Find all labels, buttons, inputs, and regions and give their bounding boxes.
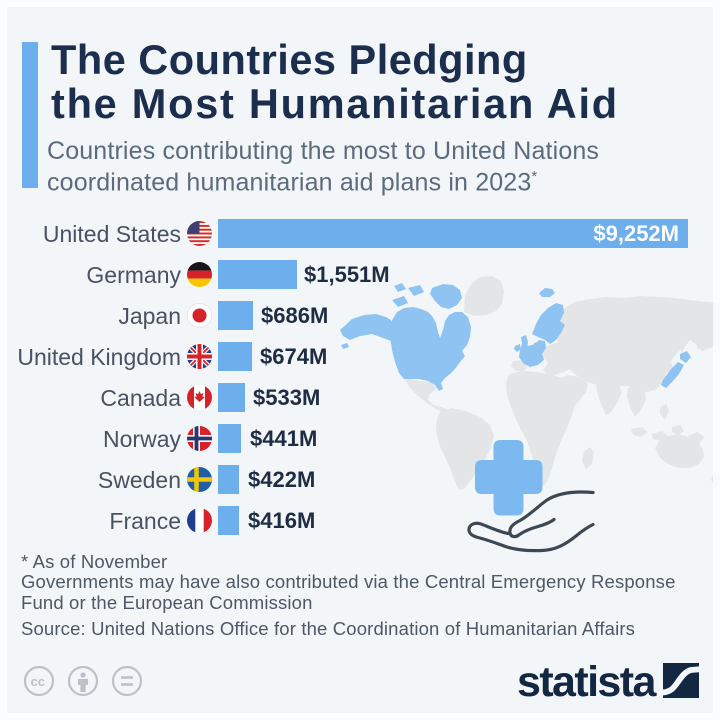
svg-text:cc: cc xyxy=(31,674,45,689)
